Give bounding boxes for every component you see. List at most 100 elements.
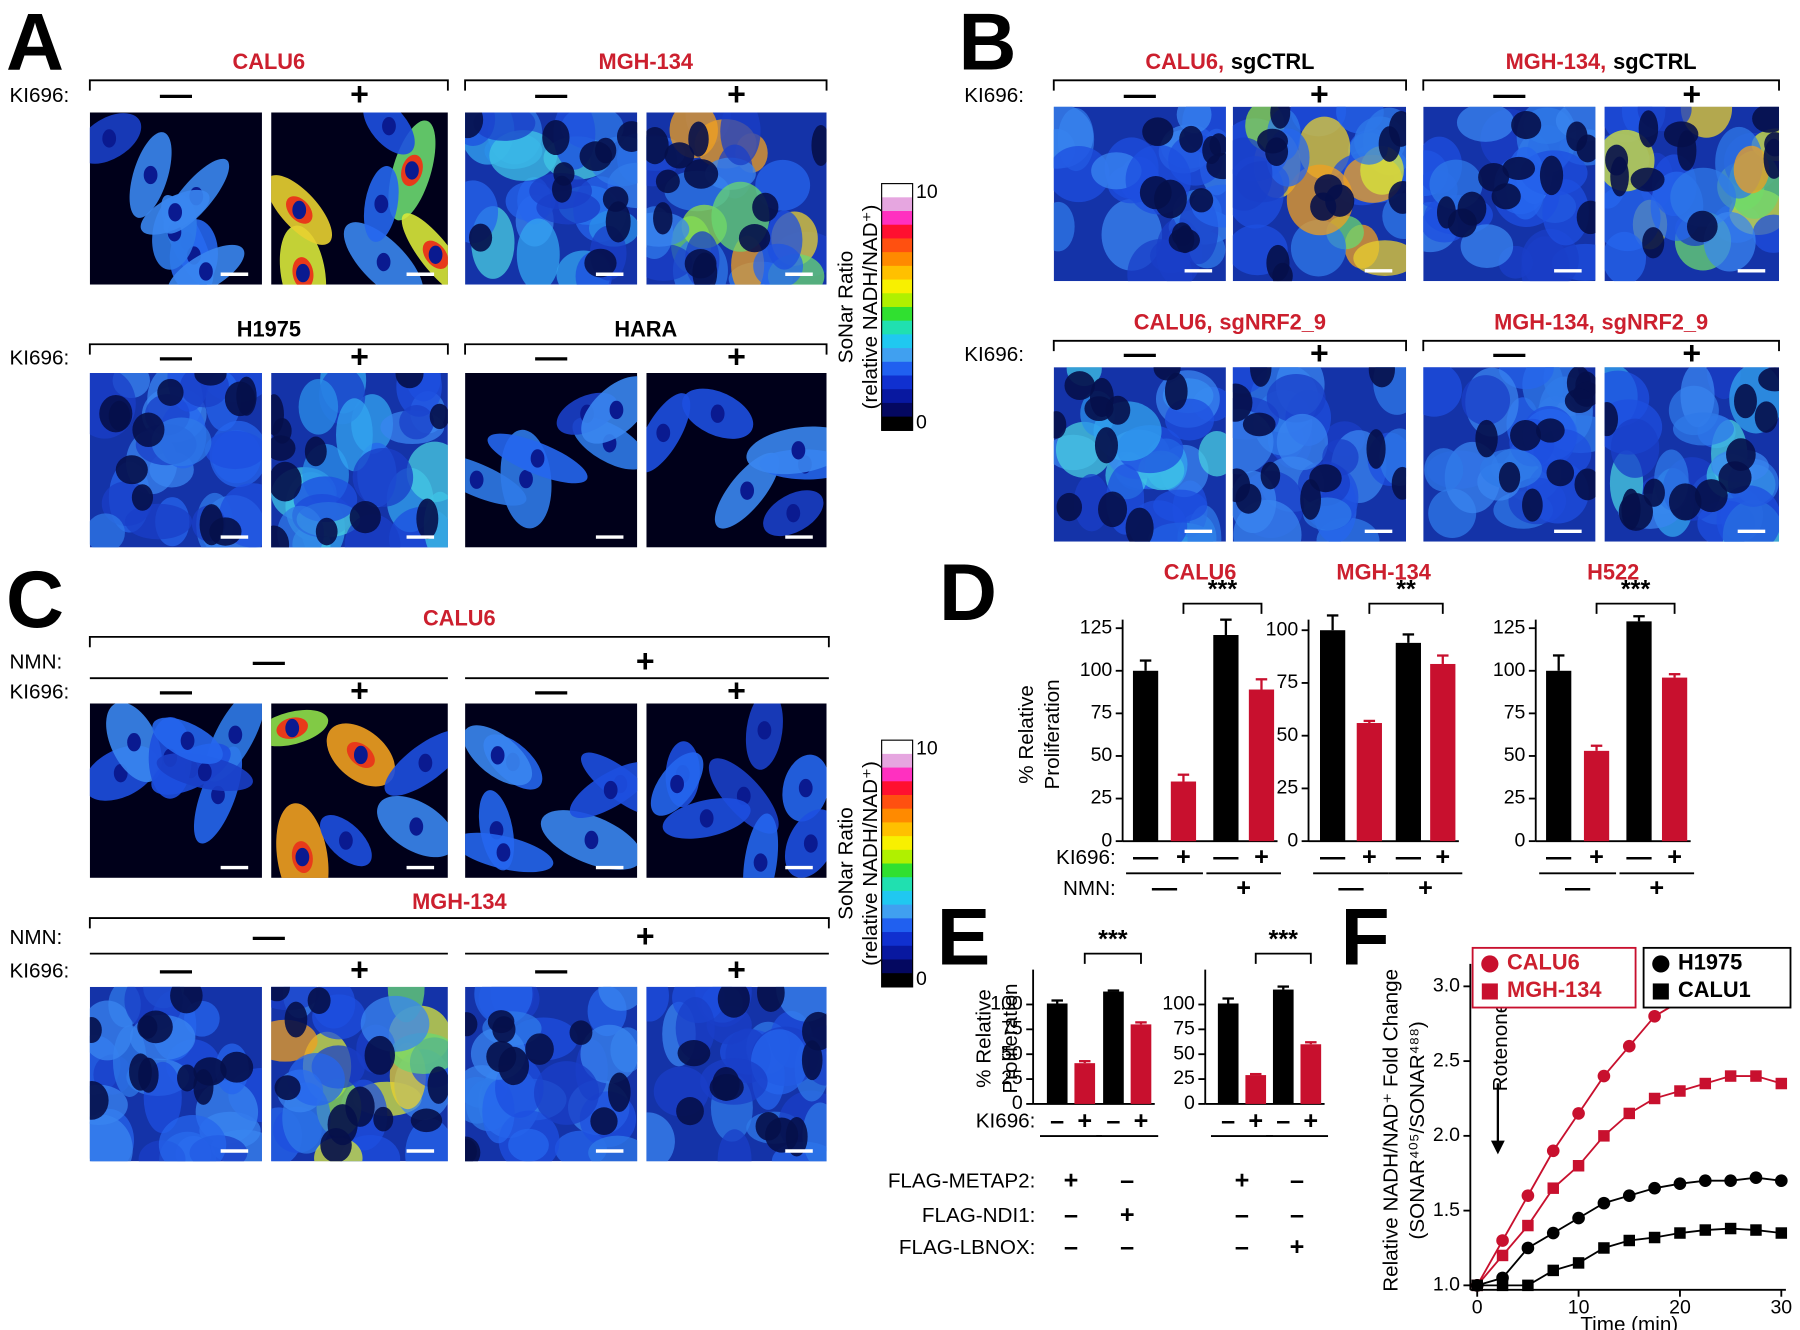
bar xyxy=(1661,677,1688,842)
condition-sign: + xyxy=(350,951,369,987)
panel-letter: A xyxy=(6,0,64,87)
colorbar-segment xyxy=(881,252,913,267)
cell xyxy=(1752,214,1780,253)
cell xyxy=(1456,106,1515,142)
cell xyxy=(271,1019,318,1062)
colorbar-title: SoNar Ratio xyxy=(835,251,858,363)
condition-sign: + xyxy=(1682,76,1701,112)
nucleus xyxy=(1053,411,1067,439)
condition-sign: + xyxy=(1120,1201,1135,1229)
nucleus xyxy=(553,162,575,186)
nucleus xyxy=(1502,156,1536,181)
nucleus xyxy=(683,159,719,189)
marker xyxy=(1597,1069,1611,1083)
bar xyxy=(1272,989,1294,1104)
nucleus xyxy=(271,986,290,1002)
micrograph xyxy=(465,372,638,548)
nucleus xyxy=(1175,225,1195,254)
colorbar-segment xyxy=(881,320,913,335)
nucleus xyxy=(271,525,290,548)
panel-title: CALU6, sgCTRL xyxy=(1145,49,1314,74)
nucleus xyxy=(756,986,785,1012)
row-label: NMN: xyxy=(10,926,63,949)
micrograph xyxy=(271,112,448,285)
micrograph xyxy=(1423,106,1596,282)
cell xyxy=(204,430,262,470)
condition-sign: + xyxy=(1064,1167,1079,1195)
x-tick-label: 10 xyxy=(1568,1296,1590,1318)
nucleus xyxy=(1621,488,1641,530)
nucleus xyxy=(271,435,296,461)
condition-sign: + xyxy=(636,643,655,679)
nucleus xyxy=(395,372,424,389)
cell xyxy=(277,505,324,548)
cell xyxy=(399,405,434,440)
colorbar-segment xyxy=(881,973,913,988)
condition-sign: + xyxy=(350,76,369,112)
colorbar-segment xyxy=(881,740,913,755)
marker xyxy=(1750,1070,1762,1082)
micrograph xyxy=(1053,106,1226,282)
condition-sign: — xyxy=(1152,874,1178,902)
nucleus xyxy=(519,469,533,489)
nucleus xyxy=(1189,188,1214,213)
condition-sign: – xyxy=(1235,1201,1249,1229)
condition-sign: — xyxy=(535,76,568,112)
y-tick-label: 1.0 xyxy=(1433,1274,1460,1296)
condition-sign: + xyxy=(727,76,746,112)
y-axis-label: (SONAR⁴⁰⁵/SONAR⁴⁸⁸) xyxy=(1406,1021,1429,1239)
nucleus xyxy=(296,263,310,283)
nucleus xyxy=(194,372,227,386)
y-tick-label: 125 xyxy=(1080,616,1113,638)
condition-sign: — xyxy=(535,339,568,375)
nucleus xyxy=(345,1086,375,1127)
nucleus xyxy=(89,1081,109,1120)
bracket xyxy=(88,635,830,648)
nucleus xyxy=(131,484,154,511)
colorbar-label: 10 xyxy=(916,738,938,760)
bar xyxy=(1046,1003,1068,1104)
condition-sign: + xyxy=(1362,843,1377,871)
y-tick-label: 75 xyxy=(1504,702,1526,724)
cell-line: CALU6, xyxy=(1134,309,1213,334)
nucleus xyxy=(295,847,310,867)
nucleus xyxy=(102,129,117,148)
nucleus xyxy=(285,718,300,738)
nucleus xyxy=(1522,488,1543,522)
cell xyxy=(646,1112,675,1162)
legend-label: CALU6 xyxy=(1507,950,1580,975)
row-label: KI696: xyxy=(10,959,70,982)
row-label: KI696: xyxy=(10,84,70,107)
nucleus xyxy=(753,853,768,872)
nucleus xyxy=(1564,388,1594,414)
cell xyxy=(335,398,373,472)
condition-sign: — xyxy=(1133,843,1159,871)
cell xyxy=(124,503,193,540)
colorbar-title: SoNar Ratio xyxy=(835,807,858,919)
nucleus xyxy=(1574,468,1596,501)
panel-letter: C xyxy=(6,555,64,645)
colorbar-segment xyxy=(881,375,913,390)
nucleus xyxy=(664,142,695,169)
nucleus xyxy=(688,121,709,157)
nucleus xyxy=(1179,125,1203,153)
colorbar-segment xyxy=(881,183,913,198)
nucleus xyxy=(1266,244,1290,282)
micrograph xyxy=(1423,367,1596,542)
nucleus xyxy=(710,404,725,423)
condition-sign: + xyxy=(1418,874,1433,902)
nucleus xyxy=(1491,183,1521,210)
cell xyxy=(717,1129,752,1162)
marker xyxy=(1522,1219,1534,1232)
colorbar-segment xyxy=(881,334,913,349)
cell xyxy=(1266,373,1326,423)
colorbar-subtitle: (relative NADH/NAD⁺) xyxy=(859,761,882,966)
cell xyxy=(1716,485,1780,542)
y-tick-label: 2.0 xyxy=(1433,1124,1460,1146)
bar xyxy=(1546,670,1572,842)
nucleus xyxy=(465,1012,478,1037)
marker xyxy=(1598,1130,1610,1142)
cell xyxy=(1733,145,1770,194)
y-axis-label: % Relative xyxy=(972,989,995,1088)
nucleus xyxy=(740,481,755,500)
